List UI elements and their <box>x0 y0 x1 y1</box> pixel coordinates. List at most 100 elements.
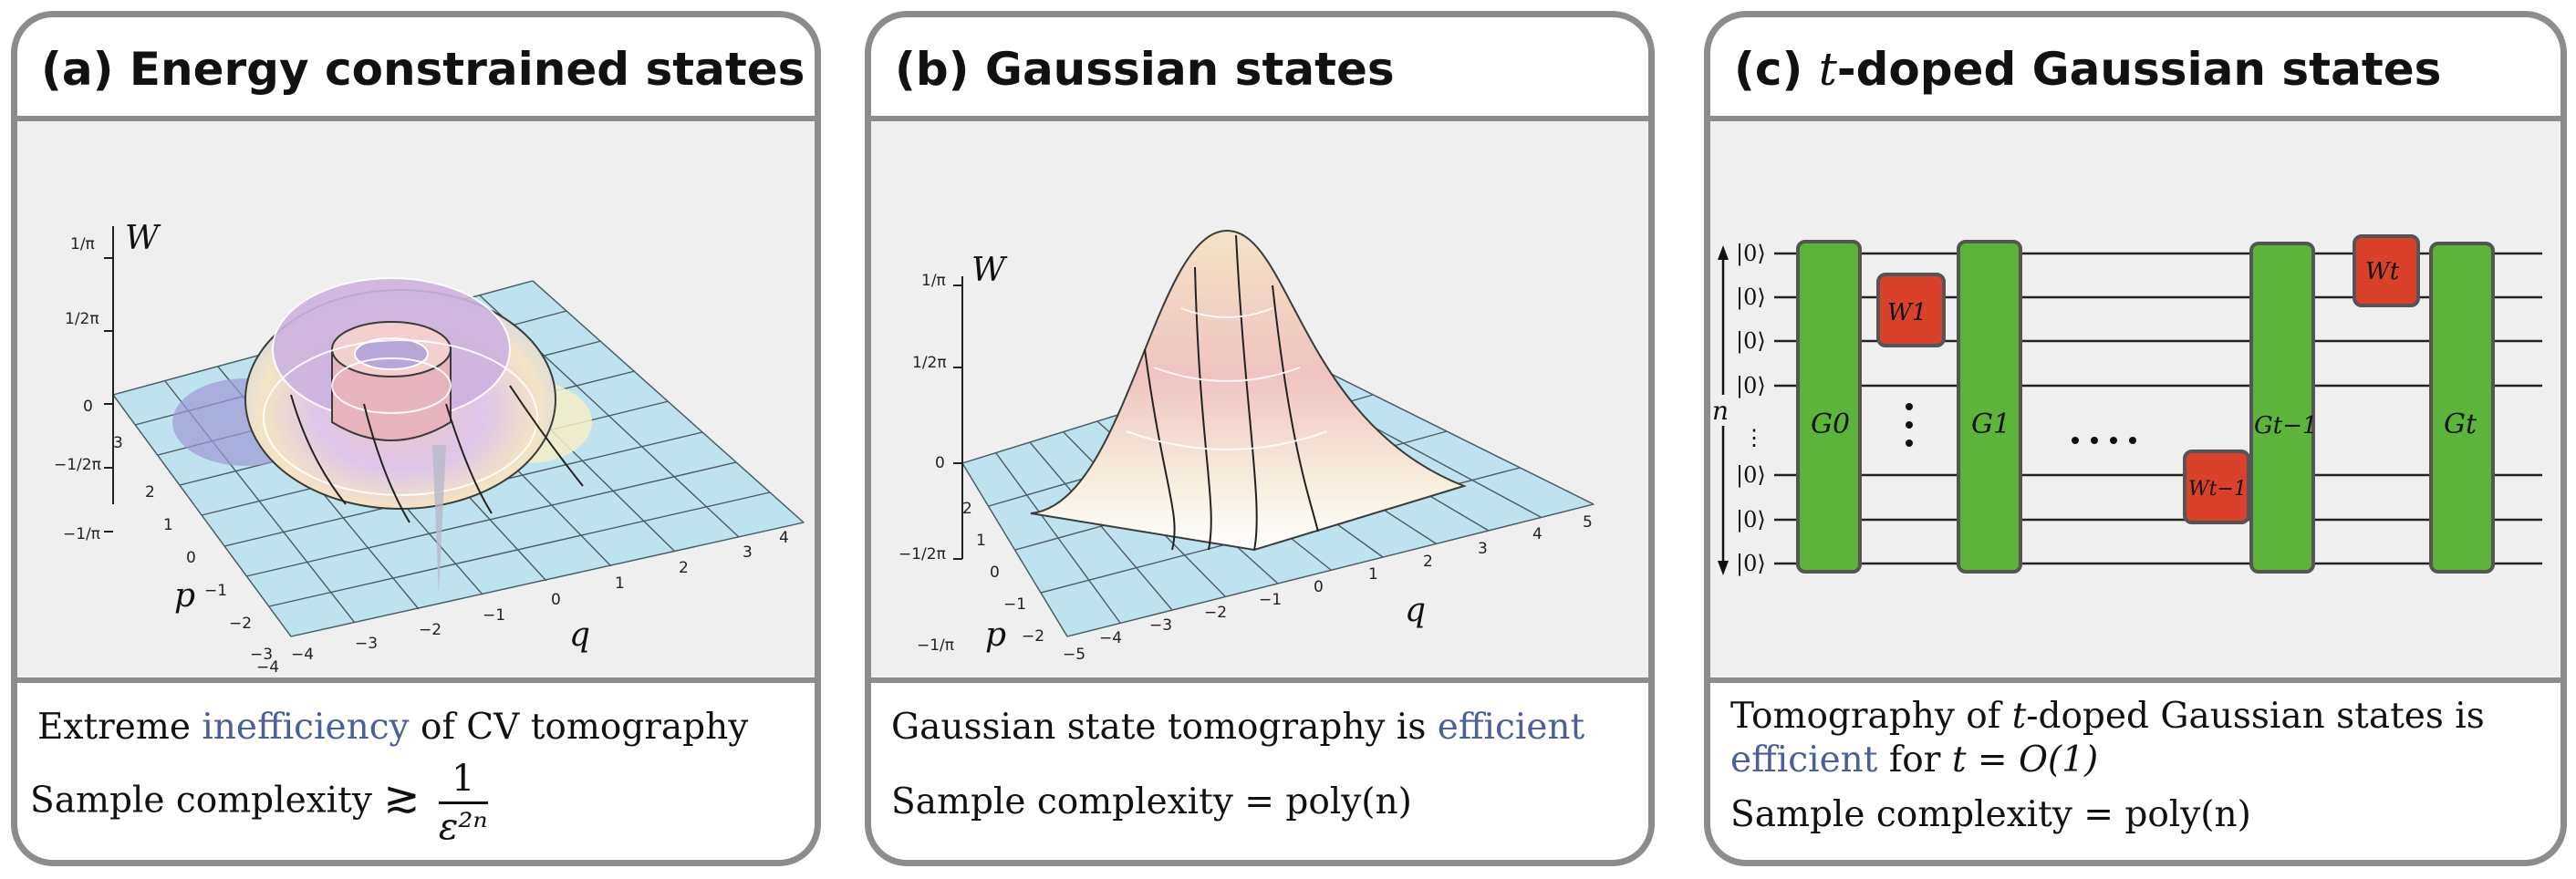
z-tick-3: 0 <box>935 454 945 472</box>
z-axis: 1/π 1/2π 0 −1/2π −1/π W <box>898 252 1008 655</box>
z-tick-5: −1/π <box>63 525 100 543</box>
gaussian-gates: G0 G1 Gt−1 Gt <box>1796 240 2495 574</box>
q-axis-ticks: −4 −3 −2 −1 0 1 2 3 4 q <box>291 529 789 664</box>
svg-text:G1: G1 <box>1971 408 2010 440</box>
svg-text:Gt−1: Gt−1 <box>2254 412 2318 440</box>
gate-w1 <box>1876 273 1946 347</box>
caption-a-line2: Sample complexity ≳ 1 ε²ⁿ <box>30 758 488 848</box>
q-tick: 1 <box>1368 565 1378 584</box>
fraction: 1 ε²ⁿ <box>438 758 488 848</box>
efficient-highlight: efficient <box>1730 739 1878 781</box>
p-tick: −2 <box>1022 627 1044 646</box>
svg-text:|0⟩: |0⟩ <box>1736 551 1766 577</box>
p-tick: −2 <box>229 615 252 633</box>
q-tick: 1 <box>615 574 625 593</box>
svg-text:|0⟩: |0⟩ <box>1736 507 1766 533</box>
gate-gt <box>2429 242 2495 574</box>
input-kets: |0⟩ |0⟩ |0⟩ |0⟩ ⋮ |0⟩ |0⟩ |0⟩ <box>1736 241 1766 577</box>
z-tick-3: 0 <box>83 398 93 416</box>
gate-wt <box>2353 234 2420 307</box>
q-tick: −1 <box>1259 591 1282 609</box>
q-tick: 0 <box>1314 578 1324 596</box>
inefficiency-highlight: inefficiency <box>202 707 410 748</box>
q-tick: −1 <box>483 606 505 625</box>
p-tick: 2 <box>962 500 972 518</box>
q-tick: 3 <box>743 543 753 562</box>
p-tick: −1 <box>204 582 227 600</box>
q-tick: −3 <box>1149 616 1172 635</box>
p-tick: −4 <box>256 658 279 677</box>
svg-text:|0⟩: |0⟩ <box>1736 284 1766 311</box>
svg-text:|0⟩: |0⟩ <box>1736 328 1766 355</box>
panel-c-title: (c) t-doped Gaussian states <box>1710 17 2560 121</box>
p-tick: 3 <box>113 434 123 452</box>
q-tick: 0 <box>551 591 561 609</box>
q-tick: −3 <box>355 635 378 653</box>
z-tick-4: −1/2π <box>898 545 946 564</box>
panel-t-doped: (c) t-doped Gaussian states |0⟩ |0⟩ |0⟩ … <box>1704 11 2567 866</box>
p-tick: 1 <box>163 516 173 534</box>
panel-gaussian: (b) Gaussian states <box>865 11 1655 866</box>
svg-text:W1: W1 <box>1887 299 1927 326</box>
q-tick: −4 <box>291 646 314 664</box>
p-tick: 0 <box>186 549 196 567</box>
panel-c-caption: Tomography of t-doped Gaussian states is… <box>1710 683 2560 860</box>
q-tick: 3 <box>1478 540 1488 558</box>
z-tick-2: 1/2π <box>65 310 99 328</box>
q-tick: −4 <box>1099 629 1122 647</box>
caption-c-line2: efficient for t = O(1) <box>1730 739 2099 781</box>
caption-a-line1: Extreme inefficiency of CV tomography <box>37 707 749 748</box>
q-axis-label: q <box>569 616 590 654</box>
caption-c-line1: Tomography of t-doped Gaussian states is <box>1730 696 2485 737</box>
panel-b-figure: 1/π 1/2π 0 −1/2π −1/π W −5 −4 −3 −2 −1 0… <box>871 121 1648 683</box>
q-axis-label: q <box>1405 592 1426 629</box>
w-axis-label: W <box>971 252 1008 289</box>
n-arrow: n <box>1712 245 1734 575</box>
svg-text:|0⟩: |0⟩ <box>1736 241 1766 267</box>
efficient-highlight: efficient <box>1437 707 1585 748</box>
wigner-plot-ring: 1/π 1/2π 0 −1/2π −1/π W −4 −3 −2 −1 0 1 … <box>54 220 805 677</box>
z-tick-1: 1/π <box>70 235 95 253</box>
z-tick-2: 1/2π <box>912 354 947 372</box>
circuit-diagram: |0⟩ |0⟩ |0⟩ |0⟩ ⋮ |0⟩ |0⟩ |0⟩ n G0 <box>1712 234 2542 577</box>
q-axis-ticks: −5 −4 −3 −2 −1 0 1 2 3 4 5 q <box>1063 513 1593 664</box>
q-tick: 5 <box>1583 513 1593 532</box>
svg-text:|0⟩: |0⟩ <box>1736 462 1766 489</box>
caption-b-line2: Sample complexity = poly(n) <box>891 781 1412 822</box>
p-axis-ticks: 3 2 1 0 −1 −2 −3 −4 p <box>113 434 279 677</box>
p-axis-label: p <box>985 616 1006 654</box>
z-tick-1: 1/π <box>921 272 946 290</box>
svg-text:Wt−1: Wt−1 <box>2188 478 2247 501</box>
panel-c-figure: |0⟩ |0⟩ |0⟩ |0⟩ ⋮ |0⟩ |0⟩ |0⟩ n G0 <box>1710 121 2560 683</box>
p-tick: −3 <box>250 646 273 664</box>
svg-text:n: n <box>1712 396 1729 426</box>
p-tick: 2 <box>145 483 155 502</box>
non-gaussian-gates: W1 Wt−1 Wt <box>1876 234 2420 524</box>
svg-text:Gt: Gt <box>2444 408 2477 440</box>
gate-g0 <box>1796 240 1862 574</box>
z-axis: 1/π 1/2π 0 −1/2π −1/π W <box>54 220 161 543</box>
gate-g-t-minus-1 <box>2249 242 2315 574</box>
q-tick: −2 <box>1204 604 1227 622</box>
p-tick: 1 <box>976 532 986 550</box>
ellipsis-dots <box>1906 403 2136 447</box>
caption-c-line3: Sample complexity = poly(n) <box>1730 794 2251 835</box>
gate-w-t-minus-1 <box>2183 450 2250 524</box>
w-axis-label: W <box>125 220 161 257</box>
q-tick: −2 <box>419 621 441 639</box>
panel-energy-constrained: (a) Energy constrained states <box>11 11 821 866</box>
q-tick: 4 <box>779 529 789 547</box>
panel-a-title: (a) Energy constrained states <box>17 17 815 121</box>
caption-b-line1: Gaussian state tomography is efficient <box>891 707 1585 748</box>
z-tick-5: −1/π <box>917 636 954 655</box>
p-axis-label: p <box>174 577 195 615</box>
z-tick-4: −1/2π <box>54 456 101 474</box>
panel-b-caption: Gaussian state tomography is efficient S… <box>871 683 1648 860</box>
gate-g1 <box>1957 240 2022 574</box>
svg-text:⋮: ⋮ <box>1743 425 1765 450</box>
q-tick: 2 <box>1423 553 1433 571</box>
svg-text:G0: G0 <box>1811 408 1850 440</box>
panel-a-figure: 1/π 1/2π 0 −1/2π −1/π W −4 −3 −2 −1 0 1 … <box>17 121 815 683</box>
q-tick: 2 <box>679 559 689 577</box>
svg-text:Wt: Wt <box>2365 258 2400 285</box>
